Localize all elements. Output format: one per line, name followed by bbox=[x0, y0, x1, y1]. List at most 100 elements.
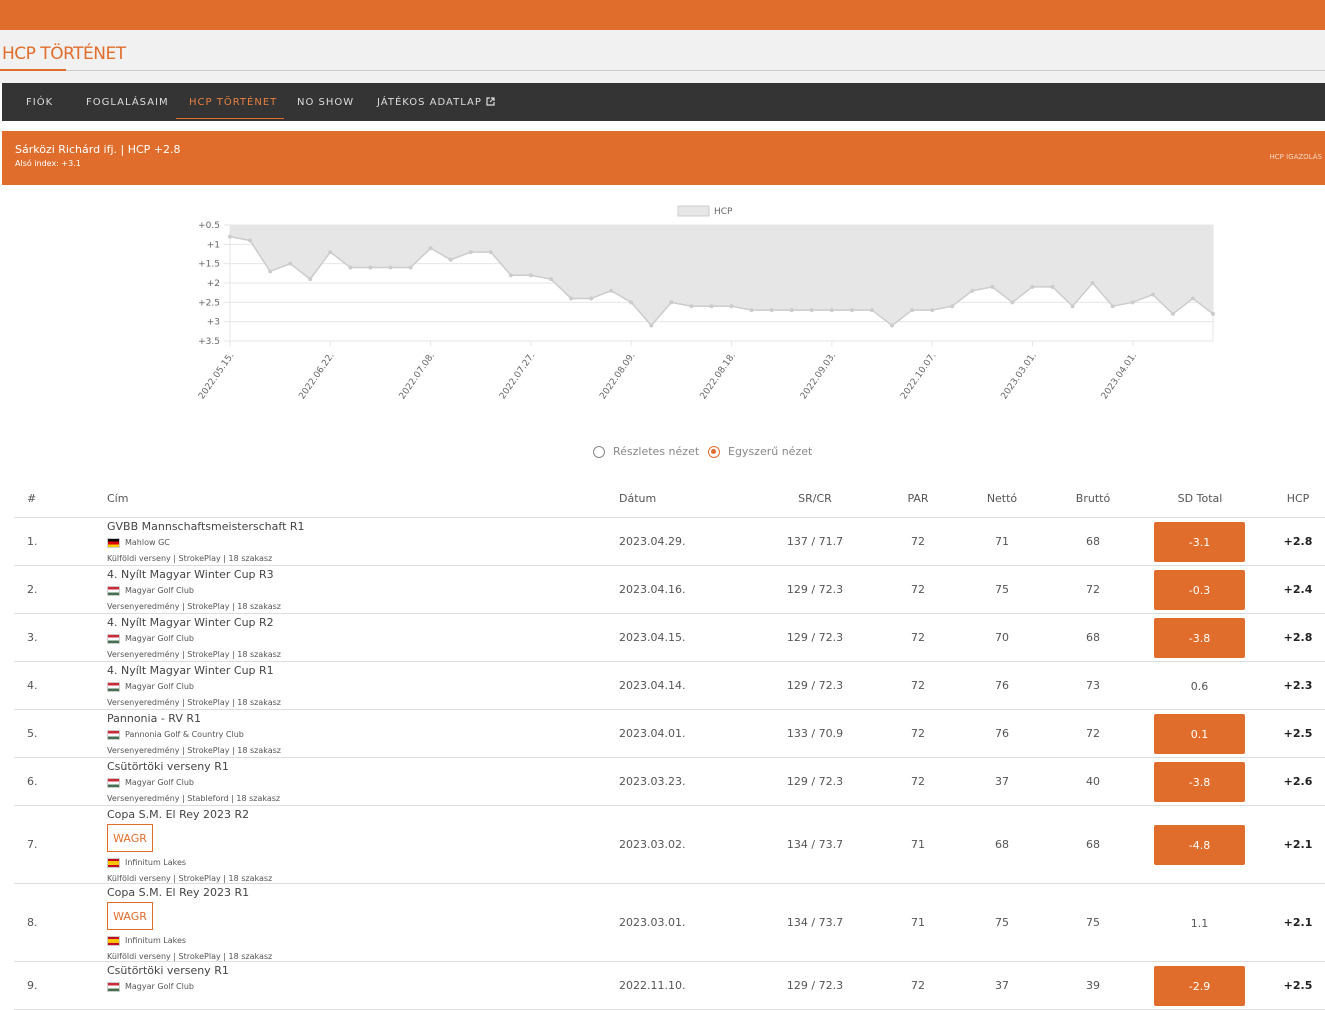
hcp-point bbox=[990, 284, 995, 289]
sr-cr: 129 / 72.3 bbox=[786, 775, 844, 788]
view-radio[interactable]: Részletes nézet bbox=[593, 445, 699, 458]
hcp-point bbox=[348, 265, 353, 270]
country-flag bbox=[107, 586, 120, 596]
hcp-point bbox=[488, 250, 493, 255]
top-bar bbox=[0, 0, 1325, 30]
x-tick-label: 2022.08.09. bbox=[598, 351, 637, 401]
brutto: 75 bbox=[1086, 916, 1100, 929]
row-index: 6. bbox=[27, 775, 38, 788]
hcp-point bbox=[970, 288, 975, 293]
hcp-point bbox=[1050, 284, 1055, 289]
row-hcp: +2.8 bbox=[1283, 535, 1313, 548]
brutto: 68 bbox=[1086, 838, 1100, 851]
row-index: 5. bbox=[27, 727, 38, 740]
table-row: 4. 4. Nyílt Magyar Winter Cup R1 Magyar Go… bbox=[14, 662, 1325, 710]
club-name: Magyar Golf Club bbox=[125, 778, 194, 787]
par: 71 bbox=[911, 838, 925, 851]
date: 2023.04.15. bbox=[619, 631, 686, 644]
hcp-certificate-link[interactable]: HCP IGAZOLÁS bbox=[1269, 153, 1322, 161]
hcp-point bbox=[548, 277, 553, 282]
hcp-point bbox=[669, 300, 674, 305]
row-index: 4. bbox=[27, 679, 38, 692]
country-flag bbox=[107, 778, 120, 788]
row-index: 3. bbox=[27, 631, 38, 644]
title-underline bbox=[0, 69, 66, 71]
wagr-badge: WAGR bbox=[107, 902, 153, 930]
radio-dot bbox=[593, 445, 605, 458]
sr-cr: 133 / 70.9 bbox=[786, 727, 844, 740]
row-hcp: +2.5 bbox=[1283, 727, 1313, 740]
page-title: HCP TÖRTÉNET bbox=[2, 44, 126, 64]
y-tick-label: +3.5 bbox=[198, 337, 220, 347]
date: 2023.04.16. bbox=[619, 583, 686, 596]
hcp-point bbox=[328, 250, 333, 255]
sr-cr: 129 / 72.3 bbox=[786, 679, 844, 692]
country-flag bbox=[107, 682, 120, 692]
event-title: Csütörtöki verseny R1 bbox=[107, 964, 229, 977]
table-row: 3. 4. Nyílt Magyar Winter Cup R2 Magyar Go… bbox=[14, 614, 1325, 662]
hcp-point bbox=[749, 308, 754, 313]
club-name: Infinitum Lakes bbox=[125, 936, 187, 945]
country-flag bbox=[107, 858, 120, 868]
player-name: Sárközi Richárd ifj. | HCP +2.8 bbox=[15, 143, 181, 156]
event-title: 4. Nyílt Magyar Winter Cup R3 bbox=[107, 568, 274, 581]
hcp-point bbox=[649, 323, 654, 328]
hcp-point bbox=[528, 273, 533, 278]
hcp-point bbox=[1170, 311, 1175, 316]
hcp-point bbox=[709, 304, 714, 309]
row-hcp: +2.8 bbox=[1283, 631, 1313, 644]
x-tick-label: 2022.09.03. bbox=[799, 351, 838, 401]
event-meta: Külföldi verseny | StrokePlay | 18 szaka… bbox=[107, 554, 273, 563]
brutto: 72 bbox=[1086, 583, 1100, 596]
view-radio[interactable]: Egyszerű nézet bbox=[708, 445, 812, 458]
hcp-point bbox=[829, 308, 834, 313]
hcp-point bbox=[930, 308, 935, 313]
hcp-point bbox=[288, 261, 293, 266]
column-header: SR/CR bbox=[798, 492, 832, 505]
event-title: Copa S.M. El Rey 2023 R1 bbox=[107, 886, 250, 899]
hcp-point bbox=[609, 288, 614, 293]
nav-item[interactable]: HCP TÖRTÉNET bbox=[189, 97, 278, 108]
hcp-point bbox=[849, 308, 854, 313]
hcp-point bbox=[368, 265, 373, 270]
hcp-point bbox=[1030, 284, 1035, 289]
par: 72 bbox=[911, 631, 925, 644]
sr-cr: 134 / 73.7 bbox=[786, 916, 844, 929]
nav-item[interactable]: FOGLALÁSAIM bbox=[86, 97, 169, 108]
x-tick-label: 2023.04.01. bbox=[1100, 351, 1139, 401]
nav-item[interactable]: FIÓK bbox=[26, 97, 54, 108]
event-title: Pannonia - RV R1 bbox=[107, 712, 201, 725]
nav-item[interactable]: JÁTÉKOS ADATLAP bbox=[377, 97, 495, 108]
event-meta: Versenyeredmény | StrokePlay | 18 szakas… bbox=[107, 602, 282, 611]
hcp-point bbox=[1130, 300, 1135, 305]
hcp-point bbox=[869, 308, 874, 313]
hcp-point bbox=[589, 296, 594, 301]
column-header: HCP bbox=[1286, 492, 1310, 505]
netto: 37 bbox=[995, 775, 1009, 788]
table-row: 9. Csütörtöki verseny R1 Magyar Golf Club 2… bbox=[14, 962, 1325, 1010]
hcp-point bbox=[789, 308, 794, 313]
sd-total: 0.6 bbox=[1190, 679, 1209, 693]
club-name: Magyar Golf Club bbox=[125, 586, 194, 595]
y-tick-label: +1.5 bbox=[198, 260, 220, 270]
event-title: GVBB Mannschaftsmeisterschaft R1 bbox=[107, 520, 305, 533]
table-row: 2. 4. Nyílt Magyar Winter Cup R3 Magyar Go… bbox=[14, 566, 1325, 614]
column-header: PAR bbox=[907, 492, 929, 505]
hcp-point bbox=[428, 246, 433, 251]
date: 2023.03.01. bbox=[619, 916, 686, 929]
club-name: Infinitum Lakes bbox=[125, 858, 187, 867]
sd-total: 0.1 bbox=[1154, 714, 1245, 754]
hcp-line bbox=[229, 235, 1214, 327]
row-hcp: +2.1 bbox=[1283, 838, 1313, 851]
x-tick-label: 2022.07.27. bbox=[498, 351, 537, 401]
country-flag bbox=[107, 634, 120, 644]
event-meta: Külföldi verseny | StrokePlay | 18 szaka… bbox=[107, 874, 273, 883]
nav-item[interactable]: NO SHOW bbox=[297, 97, 355, 108]
brutto: 68 bbox=[1086, 535, 1100, 548]
netto: 75 bbox=[995, 583, 1009, 596]
x-tick-label: 2022.05.15. bbox=[197, 351, 236, 401]
sd-total: -3.1 bbox=[1154, 522, 1245, 562]
row-hcp: +2.6 bbox=[1283, 775, 1313, 788]
external-link-icon bbox=[486, 97, 495, 106]
